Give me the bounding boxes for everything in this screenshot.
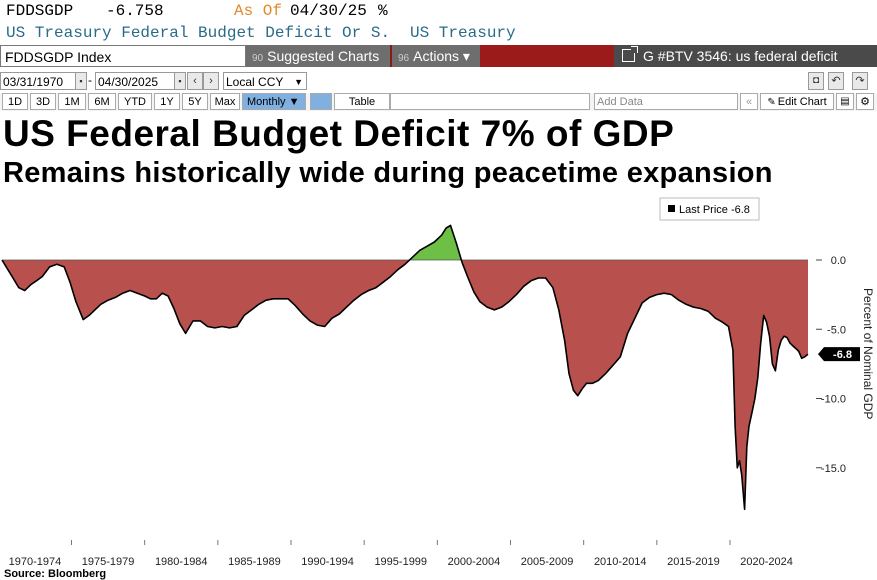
undo-icon[interactable]: ↶: [828, 72, 844, 90]
gear-icon[interactable]: ⚙: [856, 93, 874, 110]
x-tick-label: 2010-2014: [594, 556, 647, 568]
source-label: Source: Bloomberg: [4, 568, 107, 580]
date-range-bar: 03/31/1970 ▪ - 04/30/2025 ▪ ‹ › Local CC…: [0, 72, 877, 92]
x-tick-label: 1985-1989: [228, 556, 281, 568]
last-value-flag: [818, 347, 860, 362]
x-tick-label: 2020-2024: [740, 556, 793, 568]
surplus-area: [2, 225, 808, 260]
chart-subtitle: Remains historically wide during peaceti…: [3, 157, 773, 189]
edit-chart-button[interactable]: ✎ Edit Chart: [760, 93, 834, 110]
as-of-date: 04/30/25: [290, 2, 367, 20]
y-tick-label: 0.0: [831, 255, 846, 267]
unit-label: %: [378, 2, 388, 20]
table-button[interactable]: Table: [334, 93, 390, 110]
actions-button[interactable]: 96 Actions ▾: [392, 45, 480, 67]
prev-period-icon[interactable]: ‹: [187, 72, 203, 90]
ticker: FDDSGDP: [6, 2, 74, 20]
suggested-charts-num: 90: [252, 53, 264, 64]
last-value: -6.758: [106, 2, 164, 20]
collapse-icon[interactable]: «: [740, 93, 758, 110]
period-1d-button[interactable]: 1D: [2, 93, 28, 110]
end-calendar-icon[interactable]: ▪: [174, 72, 186, 90]
period-1y-button[interactable]: 1Y: [154, 93, 180, 110]
redo-icon[interactable]: ↷: [852, 72, 868, 90]
start-date-value: 03/31/1970: [3, 75, 64, 89]
y-axis-label: Percent of Nominal GDP: [861, 288, 875, 419]
currency-value: Local CCY: [226, 75, 284, 89]
legend-swatch: [668, 205, 675, 212]
deficit-area: [2, 260, 808, 510]
chart-title: US Federal Budget Deficit 7% of GDP: [3, 113, 675, 154]
pin-icon[interactable]: ◘: [808, 72, 824, 90]
end-date-field[interactable]: 04/30/2025: [95, 72, 179, 90]
security-header: FDDSGDP -6.758 As Of 04/30/25 %: [0, 0, 877, 22]
start-calendar-icon[interactable]: ▪: [75, 72, 87, 90]
x-tick-label: 1970-1974: [9, 556, 62, 568]
period-5y-button[interactable]: 5Y: [182, 93, 208, 110]
actions-num: 96: [398, 53, 410, 64]
period-3d-button[interactable]: 3D: [30, 93, 56, 110]
x-tick-label: 1975-1979: [82, 556, 135, 568]
period-ytd-button[interactable]: YTD: [118, 93, 152, 110]
as-of-label: As Of: [234, 2, 283, 20]
y-tick-label: -5.0: [827, 324, 846, 336]
period-6m-button[interactable]: 6M: [88, 93, 116, 110]
chevron-down-icon: ▼: [294, 77, 303, 87]
add-data-input[interactable]: Add Data: [594, 93, 738, 110]
chart-legend: Last Price -6.8: [659, 197, 760, 221]
legend-label: Last Price -6.8: [679, 204, 750, 216]
period-1m-button[interactable]: 1M: [58, 93, 86, 110]
x-tick-label: 2015-2019: [667, 556, 720, 568]
x-tick-label: 1990-1994: [301, 556, 354, 568]
date-range-dash: -: [88, 73, 92, 87]
toolbar-spacer: [390, 93, 590, 110]
next-period-icon[interactable]: ›: [203, 72, 219, 90]
actions-label: Actions ▾: [413, 48, 470, 64]
y-tick-label: -15.0: [821, 463, 846, 475]
chart-reference[interactable]: G #BTV 3546: us federal deficit: [614, 45, 877, 67]
x-tick-label: 2000-2004: [448, 556, 501, 568]
security-source: US Treasury: [410, 24, 516, 42]
command-spacer: [480, 45, 614, 67]
period-bar: 1D 3D 1M 6M YTD 1Y 5Y Max Monthly ▼ Tabl…: [0, 93, 877, 111]
x-tick-label: 1980-1984: [155, 556, 208, 568]
currency-select[interactable]: Local CCY ▼: [223, 72, 307, 90]
external-link-icon: [622, 46, 638, 62]
start-date-field[interactable]: 03/31/1970: [0, 72, 80, 90]
edit-chart-label: Edit Chart: [777, 96, 827, 108]
chart-settings-icon[interactable]: ▤: [836, 93, 854, 110]
last-value-label: -6.8: [833, 349, 852, 361]
security-description-row: US Treasury Federal Budget Deficit Or S.…: [0, 22, 877, 44]
frequency-select[interactable]: Monthly ▼: [242, 93, 306, 110]
end-date-value: 04/30/2025: [98, 75, 159, 89]
x-tick-label: 2005-2009: [521, 556, 574, 568]
chart-reference-label: G #BTV 3546: us federal deficit: [643, 48, 838, 64]
period-max-button[interactable]: Max: [210, 93, 240, 110]
x-tick-label: 1995-1999: [374, 556, 427, 568]
security-description: US Treasury Federal Budget Deficit Or S.: [6, 24, 391, 42]
security-input-text: FDDSGDP Index: [5, 49, 112, 65]
security-input[interactable]: FDDSGDP Index: [0, 45, 246, 67]
deficit-series-line: [1, 224, 809, 511]
edit-icon: ✎: [767, 97, 776, 108]
chart-type-button[interactable]: [310, 93, 332, 110]
y-tick-label: -10.0: [821, 394, 846, 406]
legend-box: [659, 197, 760, 221]
